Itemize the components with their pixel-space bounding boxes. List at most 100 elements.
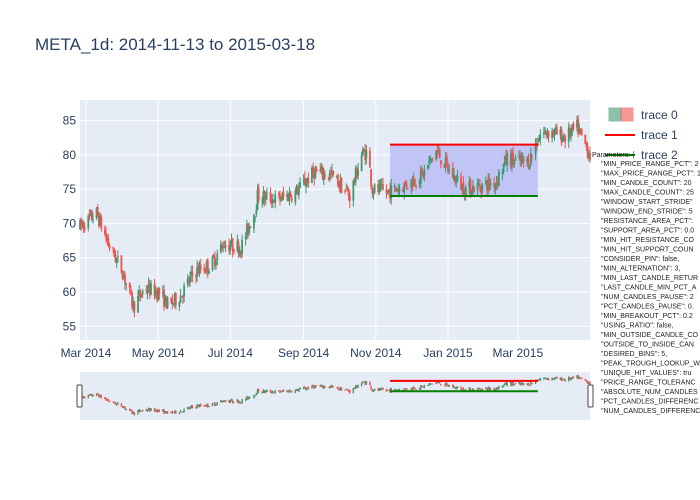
candle[interactable] [335,175,338,179]
candle[interactable] [436,144,439,159]
candle[interactable] [365,144,368,165]
candle[interactable] [212,253,215,259]
candle[interactable] [345,183,348,190]
candle[interactable] [294,187,297,206]
range-slider-track[interactable] [80,372,590,420]
candle[interactable] [554,124,557,135]
candle[interactable] [288,186,291,206]
candle[interactable] [264,191,267,205]
candle[interactable] [529,147,532,167]
candle[interactable] [484,176,487,186]
candle[interactable] [271,193,274,208]
candle[interactable] [199,258,202,274]
candle[interactable] [296,184,299,196]
candle[interactable] [287,192,290,202]
candle[interactable] [568,125,571,139]
candle[interactable] [153,279,156,300]
candle[interactable] [99,212,102,227]
range-slider[interactable] [76,372,594,420]
candle[interactable] [187,276,190,287]
candle[interactable] [222,241,225,253]
candle[interactable] [531,154,533,162]
candle[interactable] [412,172,415,187]
candle[interactable] [92,212,94,224]
candle[interactable] [402,187,404,193]
candle[interactable] [451,162,454,178]
candle[interactable] [445,152,448,168]
legend-item[interactable]: trace 0 [608,107,678,122]
candle[interactable] [387,189,390,195]
candle[interactable] [171,294,174,310]
candle[interactable] [473,185,475,193]
candle[interactable] [229,240,232,256]
candle[interactable] [164,294,167,307]
candles[interactable] [79,114,591,318]
candle[interactable] [100,213,103,232]
candle[interactable] [462,175,465,197]
candle[interactable] [578,123,581,135]
candle[interactable] [299,177,301,189]
candle[interactable] [116,250,119,264]
candle[interactable] [122,270,125,280]
candle[interactable] [211,255,214,272]
candle[interactable] [423,164,426,182]
candle[interactable] [348,189,351,209]
candle[interactable] [161,285,164,298]
candle[interactable] [273,199,275,204]
legend-item[interactable]: trace 2 [605,148,678,162]
candle[interactable] [469,177,472,199]
candle[interactable] [145,285,148,295]
candle[interactable] [586,142,589,159]
candle[interactable] [440,159,442,169]
candle[interactable] [496,176,499,190]
candle[interactable] [431,157,434,163]
candle[interactable] [295,184,298,195]
candle[interactable] [471,179,474,197]
candle[interactable] [521,152,524,164]
candle[interactable] [527,153,530,170]
candle[interactable] [329,167,332,180]
candle[interactable] [528,164,531,171]
candle[interactable] [563,132,565,142]
candle[interactable] [340,177,343,194]
candle[interactable] [564,134,567,149]
candle[interactable] [338,181,341,192]
candle[interactable] [405,180,408,190]
candle[interactable] [396,188,399,192]
candle[interactable] [138,284,141,301]
candle[interactable] [413,177,416,187]
candle[interactable] [290,194,293,204]
candle[interactable] [506,150,509,172]
candle[interactable] [520,152,523,167]
candle[interactable] [411,175,414,192]
candle[interactable] [509,148,512,170]
candle[interactable] [570,127,572,142]
candle[interactable] [302,173,305,186]
candle[interactable] [133,300,136,318]
candle[interactable] [587,150,590,162]
candle[interactable] [215,259,217,270]
candle[interactable] [398,184,401,196]
candle[interactable] [454,176,457,186]
candle[interactable] [319,163,322,173]
candle[interactable] [105,226,107,243]
candle[interactable] [121,270,124,281]
candle[interactable] [140,293,143,299]
candle[interactable] [131,290,133,310]
candle[interactable] [585,140,588,151]
candle[interactable] [380,178,383,190]
candle[interactable] [197,262,200,275]
candle[interactable] [410,179,413,195]
candle[interactable] [206,258,209,279]
candle[interactable] [114,250,117,263]
candle[interactable] [561,135,564,143]
candle[interactable] [196,260,199,282]
candle[interactable] [236,234,239,253]
candle[interactable] [357,162,359,180]
candle[interactable] [487,172,490,196]
candle[interactable] [173,292,176,308]
candle[interactable] [204,267,207,274]
candle[interactable] [106,234,109,246]
candle[interactable] [289,190,292,198]
candle[interactable] [479,179,481,193]
